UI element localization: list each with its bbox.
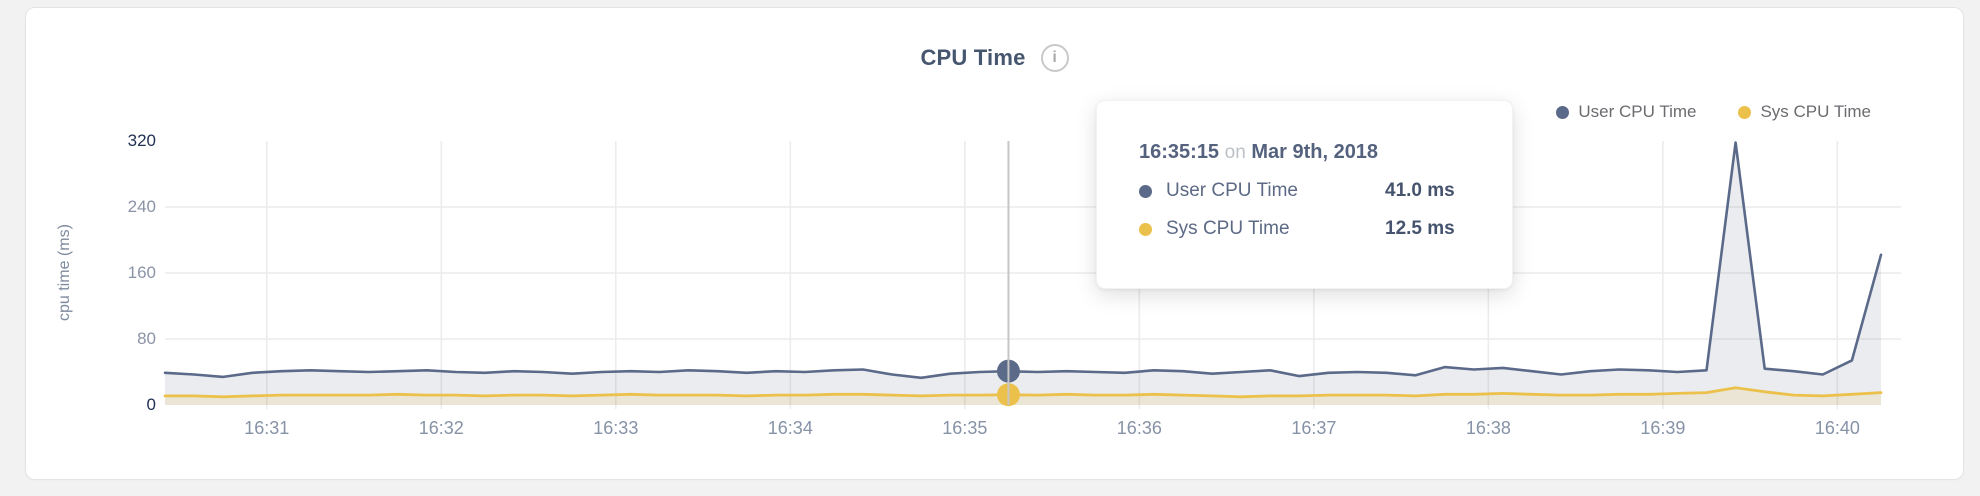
series-line bbox=[163, 141, 1883, 380]
series-area bbox=[165, 142, 1881, 405]
tooltip-row-user: User CPU Time 41.0 ms bbox=[1139, 180, 1486, 202]
x-axis-label: 16:36 bbox=[1116, 418, 1162, 438]
tooltip-series-label: Sys CPU Time bbox=[1166, 218, 1290, 239]
tooltip-row-sys: Sys CPU Time 12.5 ms bbox=[1139, 218, 1486, 240]
legend-label: User CPU Time bbox=[1578, 102, 1697, 121]
chart-card: CPU Time i User CPU Time Sys CPU Time cp… bbox=[25, 7, 1964, 480]
tooltip-conjunction: on bbox=[1224, 142, 1246, 163]
x-axis-label: 16:33 bbox=[593, 418, 639, 438]
y-axis-label: 240 bbox=[127, 197, 156, 216]
tooltip-series-value: 12.5 ms bbox=[1385, 218, 1455, 239]
tooltip-series-value: 41.0 ms bbox=[1385, 180, 1455, 201]
sys-series-dot-icon bbox=[1738, 105, 1752, 119]
tooltip-series-label: User CPU Time bbox=[1166, 180, 1298, 201]
x-axis-label: 16:31 bbox=[244, 418, 290, 438]
info-icon[interactable]: i bbox=[1040, 44, 1069, 72]
legend-item-user-cpu-time[interactable]: User CPU Time bbox=[1556, 102, 1696, 122]
y-axis-label: 80 bbox=[137, 329, 156, 348]
x-axis-label: 16:39 bbox=[1640, 418, 1686, 438]
x-axis-label: 16:38 bbox=[1465, 418, 1511, 438]
plot-area[interactable] bbox=[163, 141, 1901, 409]
legend-item-sys-cpu-time[interactable]: Sys CPU Time bbox=[1738, 102, 1871, 122]
x-axis-label: 16:32 bbox=[418, 418, 464, 438]
y-axis-label: 0 bbox=[146, 395, 156, 414]
legend-label: Sys CPU Time bbox=[1760, 102, 1871, 121]
x-axis-label: 16:34 bbox=[767, 418, 813, 438]
sys-series-dot-icon bbox=[1139, 222, 1152, 236]
y-axis-label: 320 bbox=[127, 131, 156, 150]
x-axis-label: 16:40 bbox=[1814, 418, 1860, 438]
user-series-dot-icon bbox=[1556, 105, 1570, 119]
legend: User CPU Time Sys CPU Time bbox=[1556, 102, 1871, 122]
tooltip-title: 16:35:15 on Mar 9th, 2018 bbox=[1139, 141, 1486, 164]
chart-header: CPU Time i bbox=[26, 44, 1963, 72]
chart-tooltip: 16:35:15 on Mar 9th, 2018 User CPU Time … bbox=[1096, 100, 1513, 289]
plot-svg bbox=[163, 141, 1901, 409]
tooltip-date: Mar 9th, 2018 bbox=[1251, 141, 1379, 163]
chart-title: CPU Time bbox=[920, 45, 1026, 70]
tooltip-time: 16:35:15 bbox=[1139, 141, 1220, 163]
user-series-dot-icon bbox=[1139, 184, 1152, 198]
y-axis-label: 160 bbox=[127, 263, 156, 282]
series-line bbox=[163, 386, 1883, 399]
x-axis-label: 16:35 bbox=[942, 418, 988, 438]
x-axis-label: 16:37 bbox=[1291, 418, 1337, 438]
series-area bbox=[165, 387, 1881, 405]
